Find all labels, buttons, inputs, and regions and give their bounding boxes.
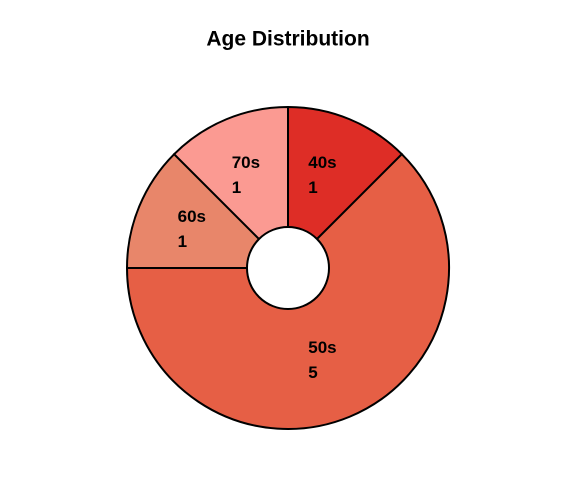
slice-value-label: 1 xyxy=(308,178,317,197)
pie-slice xyxy=(125,152,291,269)
slice-category-label: 40s xyxy=(308,153,336,172)
slice-value-label: 1 xyxy=(232,178,241,197)
donut-hole xyxy=(246,226,330,310)
pie-slice xyxy=(287,105,404,271)
slice-category-label: 50s xyxy=(308,338,336,357)
chart-title: Age Distribution xyxy=(206,28,369,51)
slice-category-label: 70s xyxy=(232,153,260,172)
slice-value-label: 1 xyxy=(178,232,187,251)
slice-value-label: 5 xyxy=(308,363,317,382)
slice-category-label: 60s xyxy=(178,207,206,226)
pie-slice xyxy=(172,105,289,271)
